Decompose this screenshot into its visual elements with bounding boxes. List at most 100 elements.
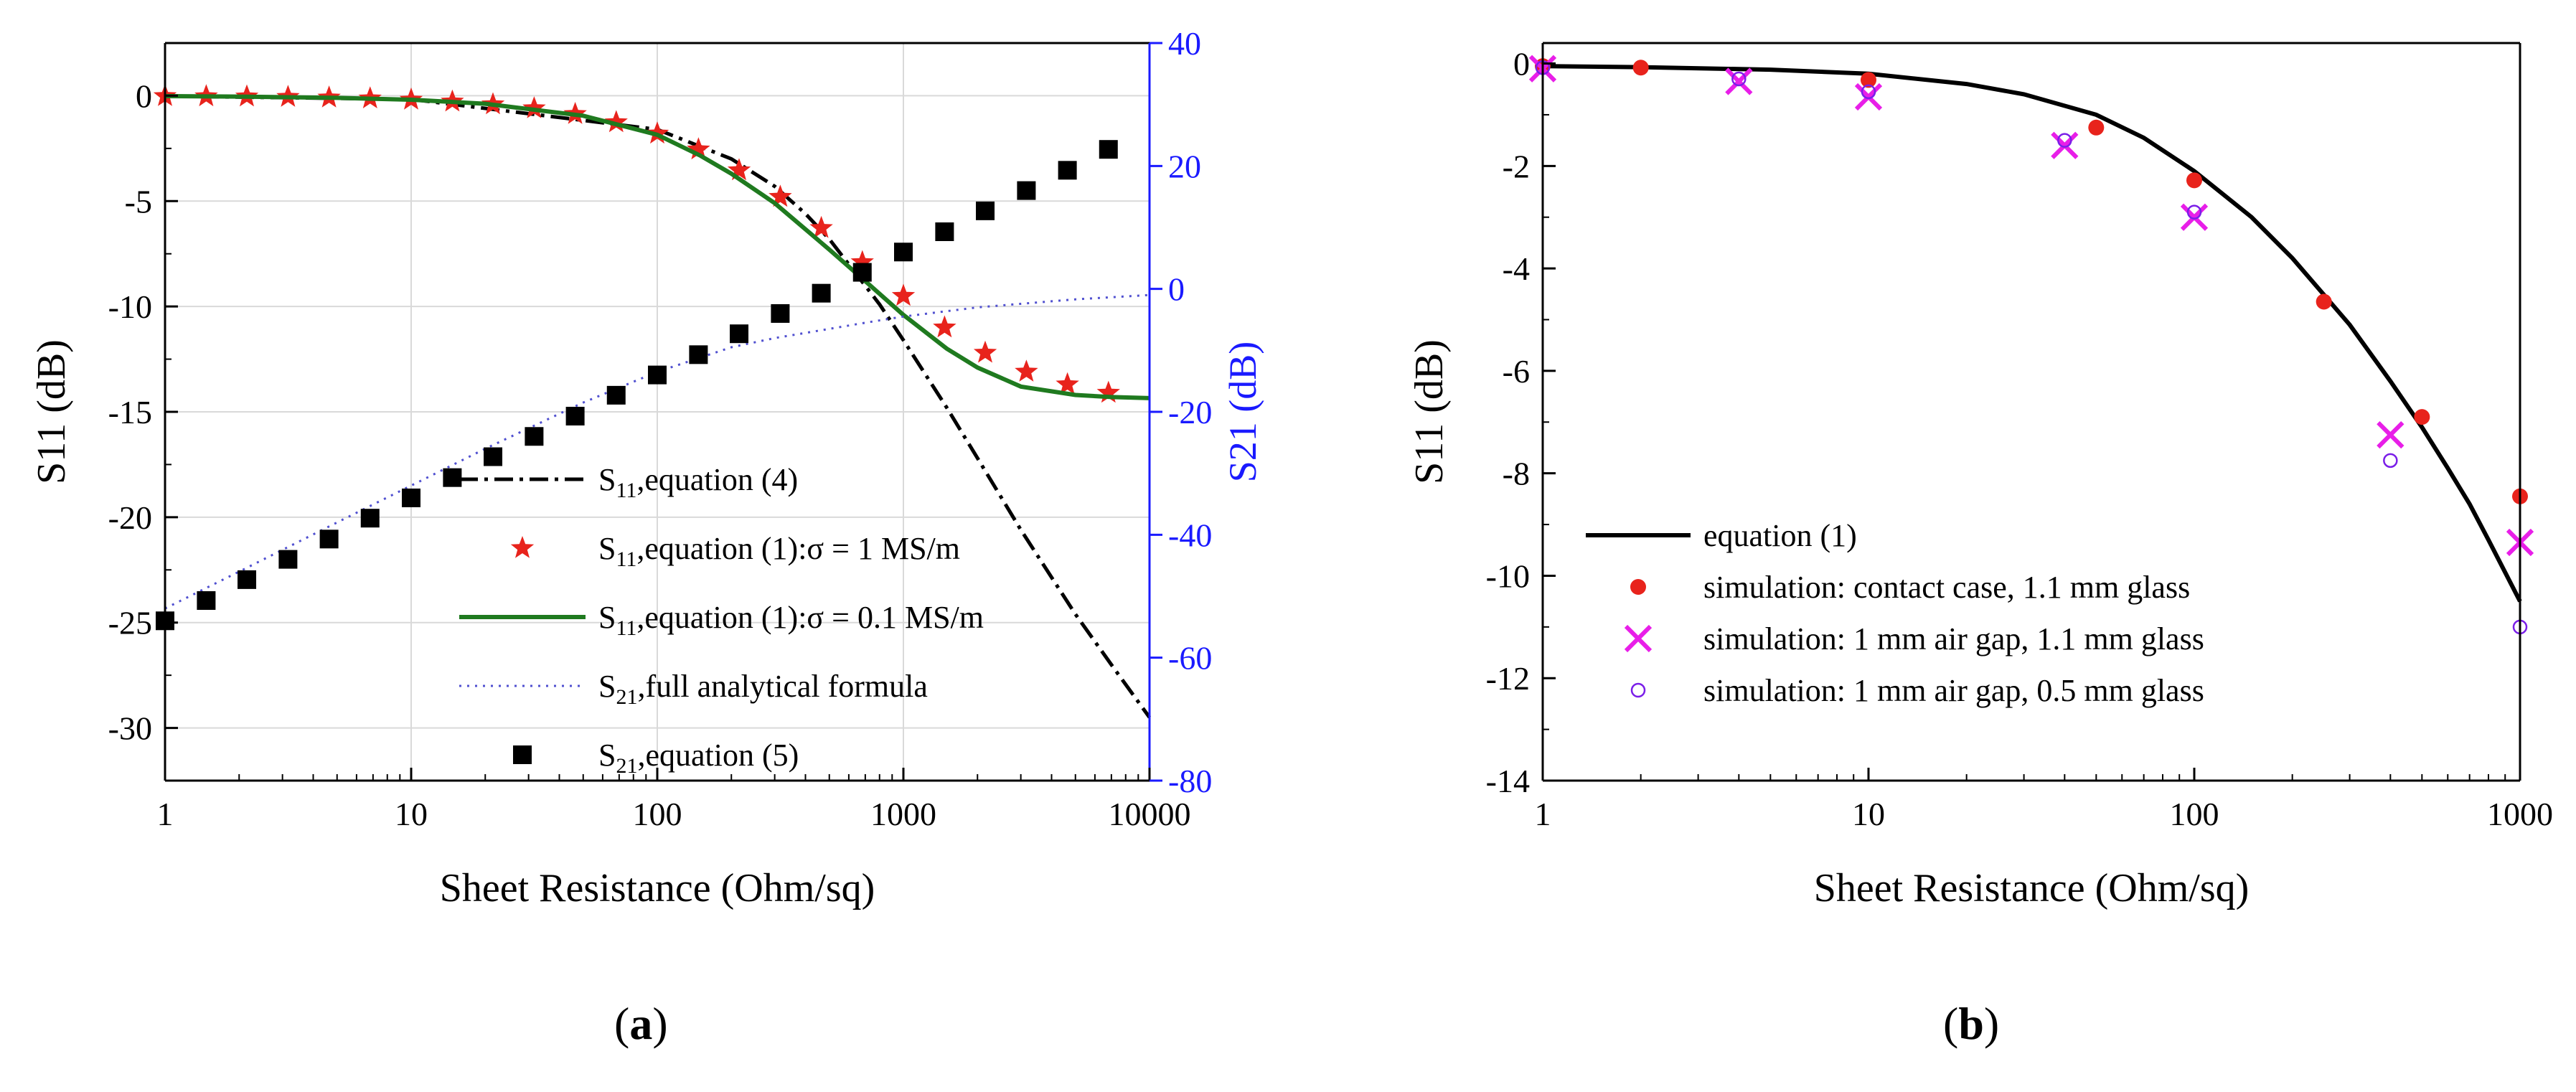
data-point: [402, 488, 420, 507]
data-point: [2057, 133, 2072, 148]
legend-text: ,equation (1):σ = 1 MS/m: [636, 531, 960, 566]
legend-swatch-marker: [1624, 624, 1653, 653]
data-point: [1096, 380, 1120, 403]
legend-swatch-marker: [1630, 682, 1646, 698]
x-tick-label: 10: [395, 796, 428, 832]
data-point: [2316, 293, 2332, 310]
legend-entry: simulation: 1 mm air gap, 1.1 mm glass: [1624, 621, 2204, 656]
x-axis-label: Sheet Resistance (Ohm/sq): [1814, 866, 2250, 910]
y-tick-label: 0: [1513, 46, 1530, 83]
y2-axis-label: S21 (dB): [1221, 342, 1264, 483]
legend-subscript: 21: [616, 685, 637, 709]
panel-label-a: (a): [614, 998, 668, 1049]
legend-label: simulation: contact case, 1.1 mm glass: [1703, 570, 2190, 605]
legend-b: equation (1) simulation: contact case, 1.…: [1586, 518, 2204, 708]
series-b-0: [1542, 64, 2522, 603]
y2-tick-label: 20: [1168, 148, 1201, 184]
legend-label: simulation: 1 mm air gap, 1.1 mm glass: [1703, 621, 2204, 656]
legend-swatch-marker: [510, 536, 535, 558]
data-point: [730, 324, 749, 344]
data-point: [976, 201, 995, 220]
data-point: [935, 222, 954, 241]
data-point: [812, 283, 831, 303]
series-line: [1542, 64, 2522, 603]
y2-tick-label: 0: [1168, 271, 1185, 308]
data-point: [278, 550, 298, 569]
x-tick-label: 10: [1852, 796, 1885, 832]
series-a-2: [164, 94, 1150, 400]
series-b-3: [1535, 60, 2528, 635]
data-point: [1058, 161, 1077, 180]
legend-subscript: 11: [616, 547, 636, 571]
y-tick-label: -25: [108, 605, 152, 641]
y-tick-label: -8: [1503, 456, 1530, 492]
legend-entry: simulation: 1 mm air gap, 0.5 mm glass: [1630, 673, 2204, 708]
data-point: [771, 303, 790, 323]
x-tick-label: 1000: [870, 796, 936, 832]
legend-label: S11,equation (1):σ = 0.1 MS/m: [598, 600, 984, 640]
axes-a: 1 10 100 1000 10000 0 -5 -10 -15 -20 -25 -30 40 20 0 -2…: [29, 25, 1264, 910]
data-point: [565, 406, 585, 425]
legend-label: S21,full analytical formula: [598, 669, 928, 709]
legend-text: ,equation (1):σ = 0.1 MS/m: [636, 600, 984, 635]
chart-panel-a: 1 10 100 1000 10000 0 -5 -10 -15 -20 -25 -30 40 20 0 -2…: [29, 25, 1264, 910]
data-point: [2186, 204, 2202, 220]
legend-text: ,equation (4): [636, 462, 798, 497]
y-axis-label: S11 (dB): [1407, 339, 1452, 484]
x-tick-label: 100: [633, 796, 682, 832]
data-point: [238, 570, 257, 589]
data-point: [1861, 84, 1876, 100]
data-point: [1015, 359, 1038, 382]
data-point: [1854, 83, 1883, 111]
y2-tick-label: 40: [1168, 25, 1201, 62]
series-b-1: [1535, 58, 2528, 504]
data-point: [1725, 67, 1753, 95]
data-point: [2088, 119, 2105, 136]
data-point: [894, 243, 913, 262]
chart-panel-b: 1 10 100 1000 0 -2 -4 -6 -8 -10 -12 -14 Sheet Resist…: [1407, 42, 2553, 910]
y-tick-label: -20: [108, 499, 152, 536]
legend-label: equation (1): [1703, 518, 1857, 553]
y-tick-label: 0: [136, 77, 152, 114]
legend-subscript: 11: [616, 479, 636, 502]
data-point: [850, 250, 874, 273]
legend-swatch-marker: [513, 745, 532, 764]
y-tick-label: -14: [1486, 763, 1530, 799]
data-point: [522, 96, 546, 118]
data-point: [197, 590, 216, 610]
legend-entry: S21,full analytical formula: [459, 669, 928, 709]
data-point: [484, 447, 503, 466]
legend-entry: S11,equation (1):σ = 0.1 MS/m: [459, 600, 984, 640]
data-point: [443, 468, 462, 487]
legend-label: S11,equation (4): [598, 462, 798, 502]
data-point: [1861, 72, 1876, 88]
data-point: [2051, 131, 2079, 159]
x-tick-label: 1: [157, 796, 174, 832]
legend-text: ,equation (5): [637, 738, 799, 773]
data-point: [852, 263, 872, 282]
data-point: [2414, 409, 2430, 425]
y-tick-label: -4: [1503, 250, 1530, 287]
series-a-1: [153, 84, 1120, 403]
data-point: [891, 283, 916, 306]
data-point: [2383, 453, 2398, 469]
legend-label: S11,equation (1):σ = 1 MS/m: [598, 531, 960, 571]
y-tick-label: -15: [108, 394, 152, 430]
y-tick-label: -30: [108, 710, 152, 747]
series-a-0: [164, 94, 1152, 719]
x-tick-label: 100: [2170, 796, 2219, 832]
y-tick-label: -10: [108, 288, 152, 325]
data-point: [360, 509, 380, 528]
x-tick-label: 10000: [1109, 796, 1191, 832]
legend-subscript: 11: [616, 616, 636, 640]
y2-tick-label: -20: [1168, 394, 1212, 430]
data-point: [809, 215, 833, 238]
legend-entry: simulation: contact case, 1.1 mm glass: [1630, 570, 2190, 605]
data-point: [2377, 421, 2405, 449]
y-tick-label: -10: [1486, 557, 1530, 594]
series-line: [164, 94, 1150, 400]
data-point: [604, 110, 628, 133]
data-point: [525, 427, 544, 446]
data-point: [687, 137, 710, 160]
